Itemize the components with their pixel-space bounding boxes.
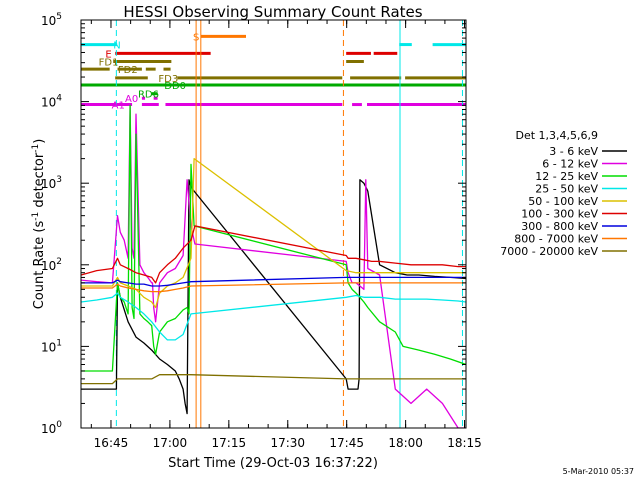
y-axis-label: Count Rate (s-1 detector-1)	[31, 139, 47, 310]
legend-label-7000-20000-kev: 7000 - 20000 keV	[500, 245, 598, 258]
legend-label-25-50-kev: 25 - 50 keV	[535, 183, 598, 196]
x-tick-label: 17:45	[329, 436, 364, 450]
y-tick-label: 104	[41, 94, 62, 110]
y-tick-label: 100	[41, 420, 62, 436]
legend-label-800-7000-kev: 800 - 7000 keV	[514, 233, 598, 246]
x-tick-label: 17:30	[270, 436, 305, 450]
y-axis-label-b: detector	[32, 152, 47, 212]
flag-label-s: S	[193, 32, 199, 43]
flag-label-fd2: FD2	[118, 65, 138, 76]
y-tick-label: 102	[41, 257, 62, 273]
legend-label-300-800-kev: 300 - 800 keV	[521, 220, 598, 233]
y-axis-label-c: )	[32, 139, 47, 144]
flag-label-rd6: RD6	[138, 90, 159, 101]
legend-label-6-12-kev: 6 - 12 keV	[542, 158, 598, 171]
y-tick-label: 103	[41, 175, 62, 191]
x-tick-label: 17:15	[212, 436, 247, 450]
y-tick-label: 105	[41, 12, 62, 28]
series-line-12-25-kev	[81, 104, 466, 372]
legend-label-3-6-kev: 3 - 6 keV	[549, 145, 598, 158]
series-line-800-7000-kev	[81, 282, 466, 293]
flag-label-n: N	[113, 41, 120, 52]
observing-flags	[81, 34, 466, 107]
legend-label-50-100-kev: 50 - 100 keV	[528, 195, 598, 208]
flag-label-a1: A1	[112, 101, 125, 112]
series-line-3-6-kev	[81, 179, 466, 415]
y-axis-label-a: Count Rate (s	[32, 221, 47, 310]
legend-header: Det 1,3,4,5,6,9	[515, 129, 598, 142]
axis-ticks: 16:45 17:00 17:15 17:30 17:45 18:00 18:15 100 10…	[41, 12, 482, 450]
flag-label-fd1: FD1	[99, 58, 119, 69]
x-tick-label: 18:00	[388, 436, 423, 450]
series-line-25-50-kev	[81, 292, 466, 341]
y-tick-label: 101	[41, 338, 62, 354]
y-axis-label-sup1: -1	[31, 212, 41, 221]
chart-title: HESSI Observing Summary Count Rates	[123, 3, 422, 21]
x-tick-label: 17:00	[153, 436, 188, 450]
x-tick-label: 18:15	[447, 436, 482, 450]
flag-label-e: E	[105, 49, 111, 60]
x-axis-label: Start Time (29-Oct-03 16:37:22)	[168, 456, 378, 471]
flag-label-dd0: DD0	[164, 81, 186, 92]
series-line-7000-20000-kev	[81, 374, 466, 385]
flag-label-a0: A0	[125, 94, 138, 105]
series-line-300-800-kev	[81, 276, 466, 287]
footer-date: 5-Mar-2010 05:37	[563, 467, 634, 476]
y-axis-label-sup2: -1	[31, 144, 41, 153]
flag-label-fd3: FD3	[158, 74, 178, 85]
series-line-100-300-kev	[81, 225, 466, 284]
plot-frame	[80, 19, 467, 429]
legend-label-100-300-kev: 100 - 300 keV	[521, 208, 598, 221]
x-tick-label: 16:45	[94, 436, 129, 450]
legend-label-12-25-kev: 12 - 25 keV	[535, 170, 598, 183]
series-line-50-100-kev	[81, 157, 466, 309]
series-lines	[81, 104, 466, 428]
